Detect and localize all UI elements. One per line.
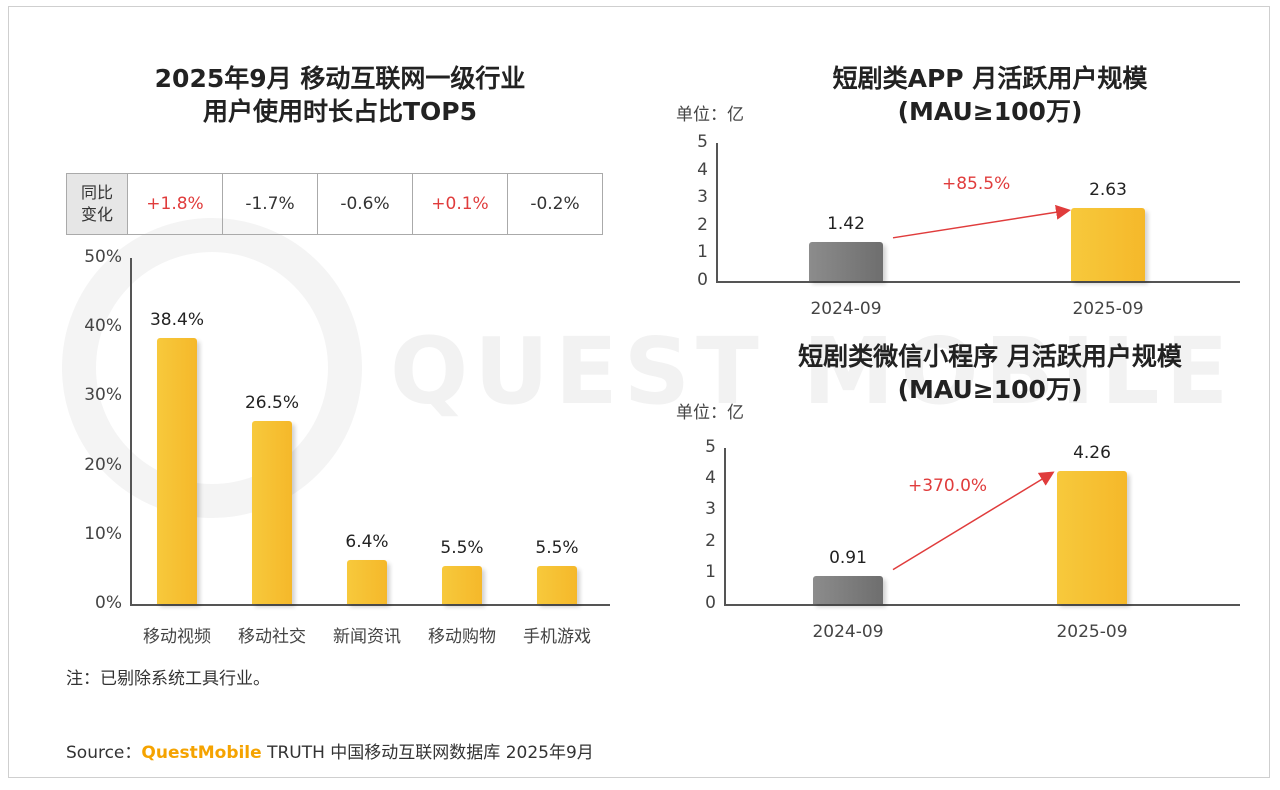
mini-x-axis: [724, 604, 1240, 606]
app-title-line1: 短剧类APP 月活跃用户规模: [832, 64, 1148, 93]
mini-x-label: 2025-09: [1056, 622, 1128, 642]
app-unit-label: 单位：亿: [676, 105, 744, 125]
left-title-line2: 用户使用时长占比TOP5: [202, 97, 478, 126]
mini-bar: [813, 575, 883, 604]
left-value-label: 26.5%: [244, 392, 299, 413]
mini-growth-label: +370.0%: [908, 476, 988, 496]
app-ytick: 4: [697, 159, 708, 180]
left-bar: [537, 565, 577, 604]
left-bar: [442, 565, 482, 604]
app-ytick: 2: [697, 214, 708, 235]
left-bar: [252, 420, 292, 604]
mini-value-label: 0.91: [829, 547, 867, 568]
app-x-axis: [716, 281, 1240, 283]
left-ytick: 40%: [84, 316, 122, 337]
mini-value-label: 4.26: [1073, 443, 1111, 464]
yoy-header: 同比变化: [66, 173, 128, 235]
source-rest: TRUTH 中国移动互联网数据库 2025年9月: [261, 743, 594, 763]
left-ytick: 10%: [84, 523, 122, 544]
yoy-cell: -0.2%: [507, 173, 603, 235]
mini-ytick: 1: [705, 561, 716, 582]
source-line: Source：QuestMobile TRUTH 中国移动互联网数据库 2025…: [66, 738, 594, 763]
yoy-cell: +0.1%: [412, 173, 508, 235]
mini-ytick: 4: [705, 468, 716, 489]
yoy-cell: -1.7%: [222, 173, 318, 235]
mini-y-axis: [724, 448, 726, 604]
mini-mau-title: 短剧类微信小程序 月活跃用户规模 (MAU≥100万): [720, 340, 1260, 406]
left-value-label: 6.4%: [345, 531, 389, 552]
left-x-label: 手机游戏: [523, 627, 591, 647]
mini-unit-label: 单位：亿: [676, 403, 744, 423]
left-bar: [157, 338, 197, 604]
mini-title-line2: (MAU≥100万): [897, 375, 1083, 404]
left-x-axis: [130, 604, 610, 606]
mini-ytick: 0: [705, 593, 716, 613]
yoy-table: 同比变化 +1.8% -1.7% -0.6% +0.1% -0.2%: [66, 173, 603, 235]
source-brand: QuestMobile: [141, 743, 262, 763]
left-value-label: 38.4%: [149, 310, 204, 331]
mini-title-line1: 短剧类微信小程序 月活跃用户规模: [798, 342, 1182, 371]
mini-ytick: 2: [705, 530, 716, 551]
left-y-axis: [130, 258, 132, 604]
app-value-label: 2.63: [1089, 180, 1127, 201]
left-x-label: 移动社交: [238, 627, 306, 647]
left-ytick: 0%: [95, 593, 122, 613]
app-title-line2: (MAU≥100万): [897, 97, 1083, 126]
mini-ytick: 5: [705, 437, 716, 457]
yoy-cell: -0.6%: [317, 173, 413, 235]
left-x-label: 移动购物: [428, 627, 496, 647]
source-prefix: Source：: [66, 743, 142, 763]
left-bar: [347, 559, 387, 604]
app-bar: [1071, 208, 1145, 281]
left-value-label: 5.5%: [535, 537, 579, 558]
left-value-label: 5.5%: [440, 537, 484, 558]
yoy-row: 同比变化 +1.8% -1.7% -0.6% +0.1% -0.2%: [66, 173, 603, 235]
app-y-axis: [716, 143, 718, 281]
chart-frame: [8, 6, 1270, 778]
app-bar: [809, 241, 883, 281]
left-x-label: 新闻资讯: [333, 627, 401, 647]
yoy-cell: +1.8%: [127, 173, 223, 235]
left-chart-title: 2025年9月 移动互联网一级行业 用户使用时长占比TOP5: [60, 62, 620, 128]
mini-ytick: 3: [705, 499, 716, 520]
left-ytick: 20%: [84, 454, 122, 475]
left-ytick: 50%: [84, 247, 122, 267]
left-title-line1: 2025年9月 移动互联网一级行业: [154, 64, 526, 93]
app-mau-title: 短剧类APP 月活跃用户规模 (MAU≥100万): [720, 62, 1260, 128]
app-ytick: 0: [697, 270, 708, 290]
left-x-label: 移动视频: [143, 627, 211, 647]
mini-bar: [1057, 471, 1127, 604]
app-x-label: 2025-09: [1072, 299, 1144, 319]
app-value-label: 1.42: [827, 213, 865, 234]
app-ytick: 5: [697, 132, 708, 152]
app-growth-label: +85.5%: [942, 174, 1011, 194]
left-ytick: 30%: [84, 385, 122, 406]
app-ytick: 3: [697, 187, 708, 208]
footnote: 注：已剔除系统工具行业。: [66, 669, 270, 689]
mini-x-label: 2024-09: [812, 622, 884, 642]
yoy-header-text: 同比变化: [80, 183, 113, 224]
app-ytick: 1: [697, 242, 708, 263]
app-x-label: 2024-09: [810, 299, 882, 319]
